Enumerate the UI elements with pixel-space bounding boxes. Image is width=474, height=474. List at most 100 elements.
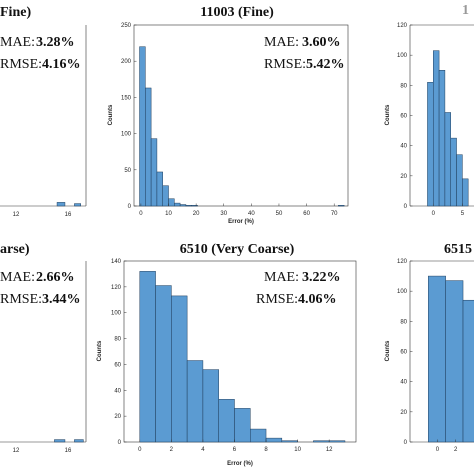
histogram-bar <box>445 280 464 443</box>
x-axis-label: Error (%) <box>228 219 254 225</box>
y-axis-label: Counts <box>385 104 391 125</box>
y-tick-label: 100 <box>397 53 408 59</box>
histogram-bar <box>56 202 66 207</box>
panel-11003-fine: 11003 (Fine) 0 50 100 150 200 250 0 10 20 30 40 50… <box>108 5 349 225</box>
panel-top-left: Fine) MAE: 3.28% RMSE: 4.16% 12 16 <box>0 5 87 218</box>
y-ticks: 0 20 40 60 80 100 120 <box>397 259 413 446</box>
histogram-bar <box>179 204 187 207</box>
histogram-bar <box>427 82 434 207</box>
histogram-bar <box>145 87 152 207</box>
histogram-bar <box>250 428 267 443</box>
panel-title: Fine) <box>0 5 31 20</box>
x-ticks: 0 2 4 6 8 10 12 <box>138 439 333 453</box>
y-tick-label: 20 <box>400 410 407 416</box>
x-tick-label: 0 <box>139 211 143 217</box>
x-tick-label: 12 <box>326 447 333 453</box>
y-tick-label: 140 <box>111 259 122 265</box>
x-tick-label: 12 <box>13 448 20 454</box>
x-tick-label: 40 <box>248 211 255 217</box>
x-tick-label: 5 <box>461 211 465 217</box>
histogram-bar <box>218 399 235 443</box>
x-tick-label: 2 <box>454 447 458 453</box>
y-axis-label: Counts <box>385 340 391 361</box>
y-tick-label: 40 <box>114 388 121 394</box>
x-tick-label: 20 <box>193 211 200 217</box>
mae-value: 3.60% <box>302 35 341 50</box>
histogram-bar <box>185 205 192 207</box>
histogram-bar <box>202 369 219 443</box>
x-tick-label: 2 <box>170 447 174 453</box>
histogram-bar <box>338 205 345 207</box>
x-tick-label: 0 <box>138 447 142 453</box>
rmse-label: RMSE: <box>264 57 306 72</box>
y-ticks: 0 20 40 60 80 100 120 <box>397 23 413 210</box>
y-axis-label: Counts <box>97 340 103 361</box>
mae-value: 3.22% <box>302 270 341 285</box>
y-tick-label: 40 <box>400 380 407 386</box>
y-tick-label: 100 <box>121 132 132 138</box>
bar-group <box>427 50 469 207</box>
rmse-label: RMSE: <box>256 292 298 307</box>
histogram-bar <box>444 112 451 207</box>
mae-value: 2.66% <box>36 270 75 285</box>
panel-bottom-left: arse) MAE: 2.66% RMSE: 3.44% 12 16 <box>0 242 87 454</box>
mae-label: MAE: <box>0 270 35 285</box>
bar-group <box>54 439 84 443</box>
histogram-bar <box>156 171 163 207</box>
x-tick-label: 10 <box>294 447 301 453</box>
x-tick-label: 4 <box>201 447 205 453</box>
x-tick-label: 16 <box>65 448 72 454</box>
x-tick-label: 60 <box>303 211 310 217</box>
x-tick-label: 0 <box>436 447 440 453</box>
histogram-bar <box>139 46 146 207</box>
y-tick-label: 60 <box>400 114 407 120</box>
y-tick-label: 0 <box>128 204 132 210</box>
rmse-label: RMSE: <box>0 57 42 72</box>
histogram-bar <box>54 439 66 443</box>
histogram-bar <box>171 295 188 443</box>
y-tick-label: 0 <box>404 440 408 446</box>
histogram-bar <box>456 154 463 207</box>
y-tick-label: 20 <box>114 414 121 420</box>
y-tick-label: 150 <box>121 95 132 101</box>
x-tick-label: 6 <box>233 447 237 453</box>
histogram-bar <box>155 285 172 443</box>
bar-group <box>139 46 345 207</box>
rmse-value: 4.06% <box>298 292 337 307</box>
x-tick-label: 16 <box>65 212 72 218</box>
y-tick-label: 60 <box>114 362 121 368</box>
y-tick-label: 40 <box>400 144 407 150</box>
cropped-title-fragment: 1 <box>462 3 469 18</box>
y-tick-label: 100 <box>111 311 122 317</box>
x-axis-label: Error (%) <box>227 461 253 467</box>
y-tick-label: 60 <box>400 350 407 356</box>
histogram-bar <box>433 50 440 207</box>
panel-6510-very-coarse: 6510 (Very Coarse) 0 20 40 60 80 100 120 140 0 2… <box>97 242 357 467</box>
y-tick-label: 0 <box>118 440 122 446</box>
y-tick-label: 200 <box>121 59 132 65</box>
panel-title: arse) <box>0 242 30 257</box>
y-tick-label: 80 <box>114 337 121 343</box>
y-tick-label: 80 <box>400 319 407 325</box>
x-tick-label: 8 <box>264 447 268 453</box>
histogram-bar <box>174 202 181 207</box>
histogram-bar <box>428 275 446 443</box>
histogram-bar <box>450 137 457 207</box>
mae-label: MAE: <box>0 35 35 50</box>
panel-title: 6515 <box>444 242 472 257</box>
histogram-bar <box>191 205 198 207</box>
mae-label: MAE: <box>264 35 299 50</box>
histogram-bar <box>168 198 175 207</box>
histogram-bar <box>186 360 204 443</box>
histogram-bar <box>139 271 156 443</box>
histogram-bar <box>150 138 158 207</box>
histogram-bar <box>328 440 346 443</box>
histogram-bar <box>462 299 474 443</box>
y-tick-label: 50 <box>124 168 131 174</box>
histogram-bar <box>438 70 446 207</box>
rmse-value: 3.44% <box>42 292 81 307</box>
histogram-bar <box>281 440 298 443</box>
